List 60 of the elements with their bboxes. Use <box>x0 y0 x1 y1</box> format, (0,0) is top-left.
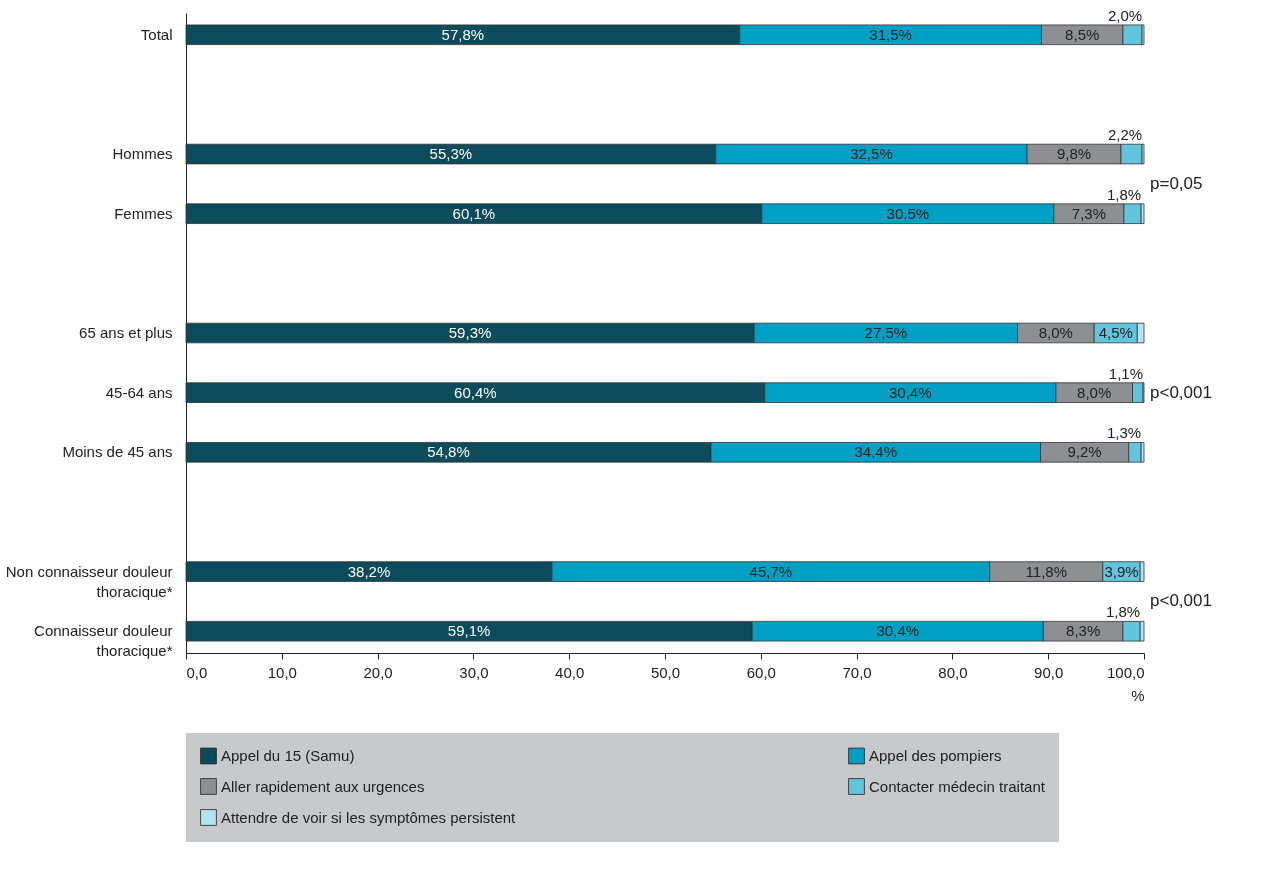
data-label: 9,8% <box>1056 145 1092 163</box>
data-label: 1,8% <box>1105 603 1141 621</box>
data-label: 9,2% <box>1067 443 1102 461</box>
y-tick-label: Moins de 45 ans <box>62 443 173 461</box>
data-label: 32,5% <box>850 145 893 163</box>
x-tick-label: 70,0 <box>842 663 872 681</box>
data-label: 2,2% <box>1107 126 1143 144</box>
data-label: 34,4% <box>854 443 898 461</box>
x-tick-label: 20,0 <box>363 663 393 681</box>
data-label: 7,3% <box>1071 204 1107 222</box>
legend-label: Contacter médecin traitant <box>869 777 1046 795</box>
data-label: 38,2% <box>347 562 391 580</box>
data-label: 4,5% <box>1098 324 1133 341</box>
y-tick-label: Connaisseur douleur thoracique* <box>34 622 173 660</box>
data-label: 59,1% <box>447 622 491 640</box>
data-label: 55,3% <box>429 145 473 163</box>
x-tick-label: 60,0 <box>746 663 776 681</box>
y-tick-label: Total <box>140 25 173 43</box>
x-tick-label: 40,0 <box>555 663 585 681</box>
data-label: 60,1% <box>452 204 496 222</box>
legend-label: Aller rapidement aux urgences <box>221 777 425 795</box>
data-label: 30,5% <box>886 204 930 222</box>
legend-label: Attendre de voir si les symptômes persistent <box>221 808 517 826</box>
x-tick-label: 80,0 <box>938 663 968 681</box>
data-label: 1,3% <box>1106 424 1142 442</box>
data-label: 27,5% <box>864 324 908 341</box>
text: p<0,001 <box>1150 591 1212 611</box>
data-label: 54,8% <box>427 443 470 461</box>
data-label: 59,3% <box>448 324 492 341</box>
data-label: 45,7% <box>749 562 793 580</box>
y-tick-label: 45-64 ans <box>105 383 173 401</box>
data-label: 1,8% <box>1106 185 1142 203</box>
data-label: 31,5% <box>869 25 912 43</box>
legend-label: Appel des pompiers <box>869 747 1002 764</box>
x-tick-label: 30,0 <box>459 663 489 681</box>
text: p=0,05 <box>1150 173 1203 193</box>
data-label: 3,9% <box>1104 562 1139 580</box>
data-label: 30,4% <box>876 622 920 640</box>
y-tick-label: Non connaisseur douleur thoracique* <box>5 562 173 600</box>
data-label: 57,8% <box>441 25 485 43</box>
data-label: 11,8% <box>1025 562 1067 580</box>
data-label: 60,4% <box>454 383 497 401</box>
y-tick-label: Hommes <box>112 145 173 163</box>
x-axis-title: % <box>1131 686 1145 704</box>
x-tick-label: 50,0 <box>650 663 681 681</box>
legend-label: Appel du 15 (Samu) <box>221 747 355 764</box>
text: p<0,001 <box>1150 382 1212 402</box>
x-tick-label: 0,0 <box>186 663 208 681</box>
data-label: 2,0% <box>1107 6 1143 24</box>
data-label: 30,4% <box>888 383 932 401</box>
data-label: 8,5% <box>1065 25 1100 43</box>
data-label: 8,3% <box>1066 622 1101 640</box>
x-tick-label: 100,0 <box>1106 663 1145 681</box>
x-tick-label: 90,0 <box>1034 663 1064 681</box>
y-tick-label: 65 ans et plus <box>79 324 173 341</box>
x-tick-label: 10,0 <box>267 663 297 681</box>
data-label: 8,0% <box>1038 324 1073 341</box>
data-label: 8,0% <box>1077 383 1112 401</box>
data-label: 1,1% <box>1108 364 1144 382</box>
y-tick-label: Femmes <box>114 204 173 222</box>
